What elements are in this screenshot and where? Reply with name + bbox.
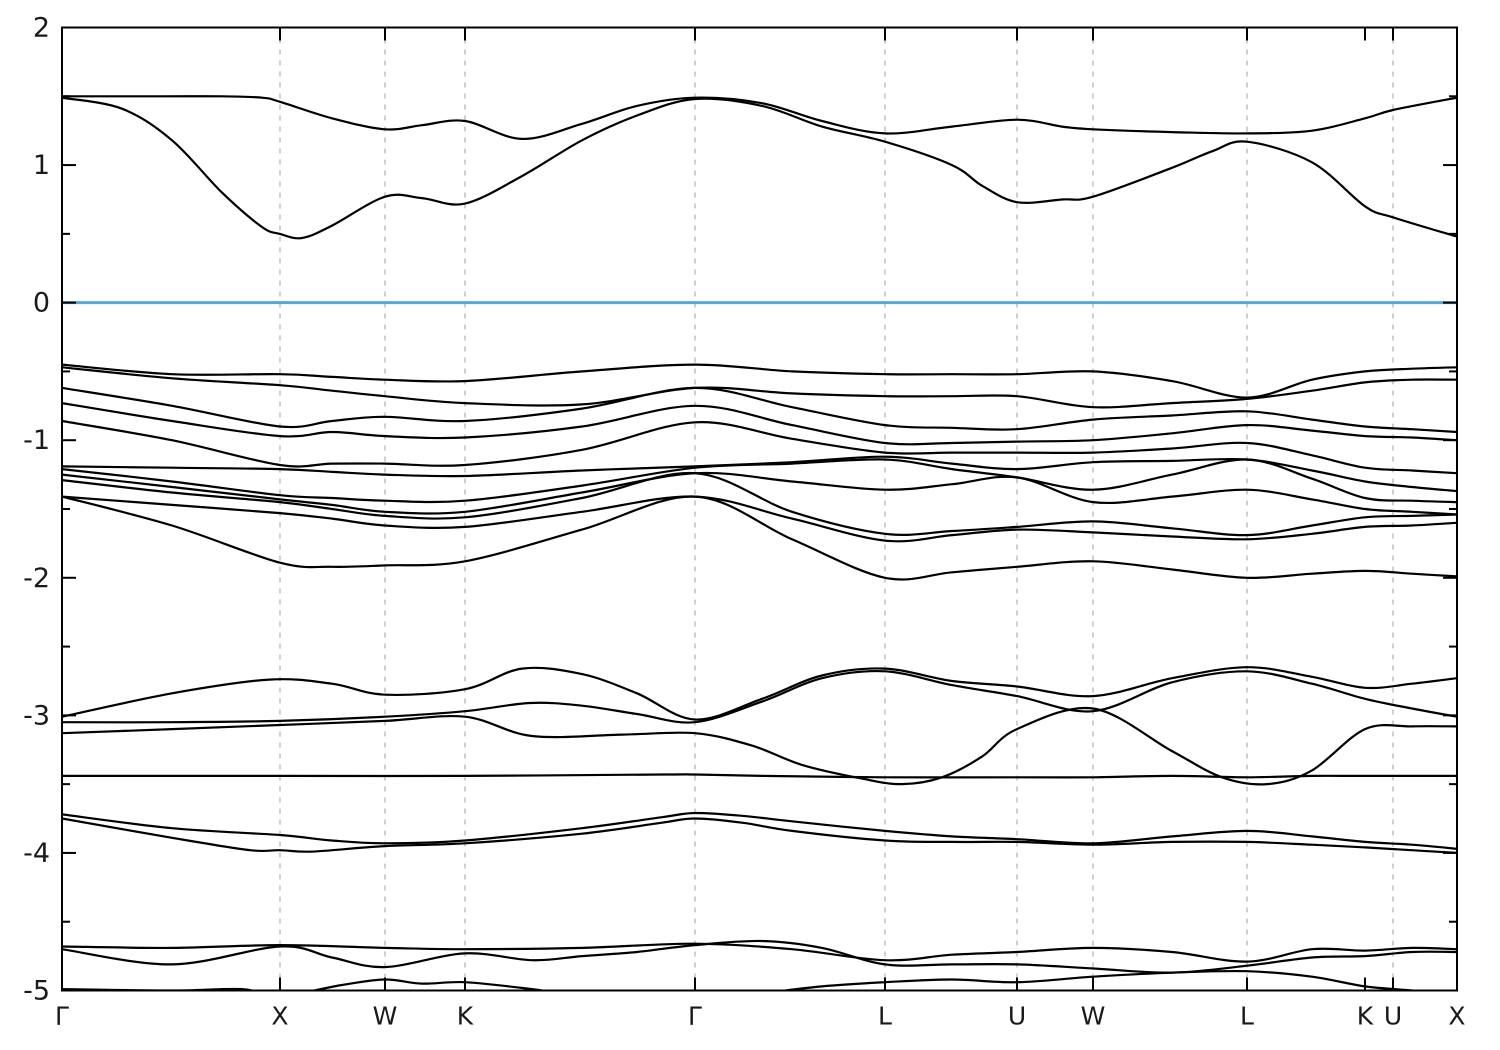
band-valence-4 [62, 402, 1457, 446]
k-point-label: U [1384, 1002, 1402, 1031]
k-point-label: X [1448, 1002, 1465, 1031]
k-point-label: K [1357, 1002, 1374, 1031]
k-point-label: W [1081, 1002, 1106, 1031]
band-conduction-lower [62, 96, 1457, 240]
y-tick-label: -4 [23, 838, 50, 869]
band-valence-3 [62, 386, 1457, 434]
band-lines [62, 95, 1457, 991]
band-semicore-2 [62, 669, 1457, 724]
y-tick-label: -1 [23, 425, 50, 456]
band-conduction-upper [62, 95, 1457, 141]
band-valence-7 [62, 458, 1457, 504]
band-semicore-flat [62, 773, 1457, 779]
y-tick-label: 1 [33, 150, 50, 181]
band-bottom-deep [62, 969, 1425, 991]
band-valence-6 [62, 455, 1457, 493]
k-point-label: L [878, 1002, 892, 1031]
k-point-label: L [1240, 1002, 1254, 1031]
k-point-label: W [373, 1002, 398, 1031]
band-deep-lower [62, 817, 1457, 854]
y-tick-label: -3 [23, 700, 50, 731]
k-point-label: X [271, 1002, 288, 1031]
band-deep-upper [62, 811, 1457, 850]
band-valence-1 [62, 363, 1457, 399]
k-point-label: Γ [55, 1002, 69, 1031]
y-axis-labels: 2 1 0 -1 -2 -3 -4 -5 [23, 13, 50, 1007]
band-valence-5 [62, 419, 1457, 475]
y-tick-label: -2 [23, 563, 50, 594]
band-valence-2 [62, 366, 1457, 409]
band-bottom-wavy [62, 939, 1457, 974]
band-valence-10 [62, 495, 1457, 543]
y-tick-label: 0 [33, 288, 50, 319]
band-semicore-3 [62, 706, 1457, 786]
k-point-label: U [1008, 1002, 1026, 1031]
y-axis-ticks [62, 26, 1457, 992]
k-point-label: Γ [688, 1002, 702, 1031]
gridlines [279, 27, 1394, 991]
band-bottom-flat [62, 942, 1457, 963]
k-point-label: K [457, 1002, 474, 1031]
y-tick-label: -5 [23, 976, 50, 1007]
band-semicore-1 [62, 666, 1457, 721]
band-valence-8 [62, 471, 1457, 516]
band-valence-9 [62, 471, 1457, 537]
x-axis-ticks [61, 27, 1458, 991]
band-valence-11 [62, 495, 1457, 581]
y-tick-label: 2 [33, 13, 50, 44]
